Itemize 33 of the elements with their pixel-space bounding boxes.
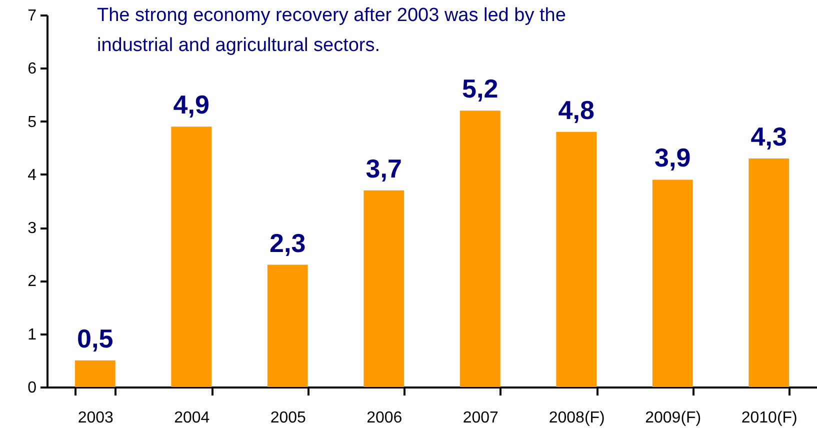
y-tick-label: 1: [28, 326, 37, 344]
x-tick-label: 2008(F): [548, 410, 605, 426]
x-tick-label: 2006: [366, 410, 402, 426]
x-tick-label: 2005: [270, 410, 306, 426]
x-tick-label: 2010(F): [741, 410, 798, 426]
data-label: 4,8: [558, 94, 594, 125]
y-tick-label: 0: [28, 380, 37, 396]
data-label: 4,3: [750, 121, 787, 152]
y-tick-label: 2: [28, 273, 37, 290]
data-label: 3,9: [654, 142, 691, 173]
bar: [267, 264, 308, 387]
bar: [74, 360, 116, 387]
data-label: 2,3: [270, 228, 306, 258]
y-tick-label: 4: [28, 166, 37, 184]
chart-title: The strong economy recovery after 2003 was led by the industrial and agricultural sectors.: [97, 5, 566, 56]
data-label: 3,7: [366, 153, 402, 184]
bar: [171, 126, 212, 387]
y-tick-label: 7: [28, 8, 37, 24]
y-tick-label: 5: [28, 114, 37, 131]
x-tick-label: 2004: [174, 410, 210, 426]
bar: [460, 110, 500, 387]
bar: [556, 132, 597, 387]
x-tick-label: 2009(F): [645, 410, 702, 426]
y-tick-label: 3: [28, 220, 37, 238]
x-tick-label: 2007: [462, 410, 499, 426]
x-tick-label: 2003: [78, 410, 114, 426]
bar: [748, 158, 790, 387]
data-label: 0,5: [77, 323, 114, 354]
data-label: 5,2: [462, 74, 498, 104]
bar: [364, 190, 404, 387]
bar: [652, 180, 693, 387]
data-label: 4,9: [173, 90, 210, 120]
y-tick-label: 6: [28, 60, 37, 78]
